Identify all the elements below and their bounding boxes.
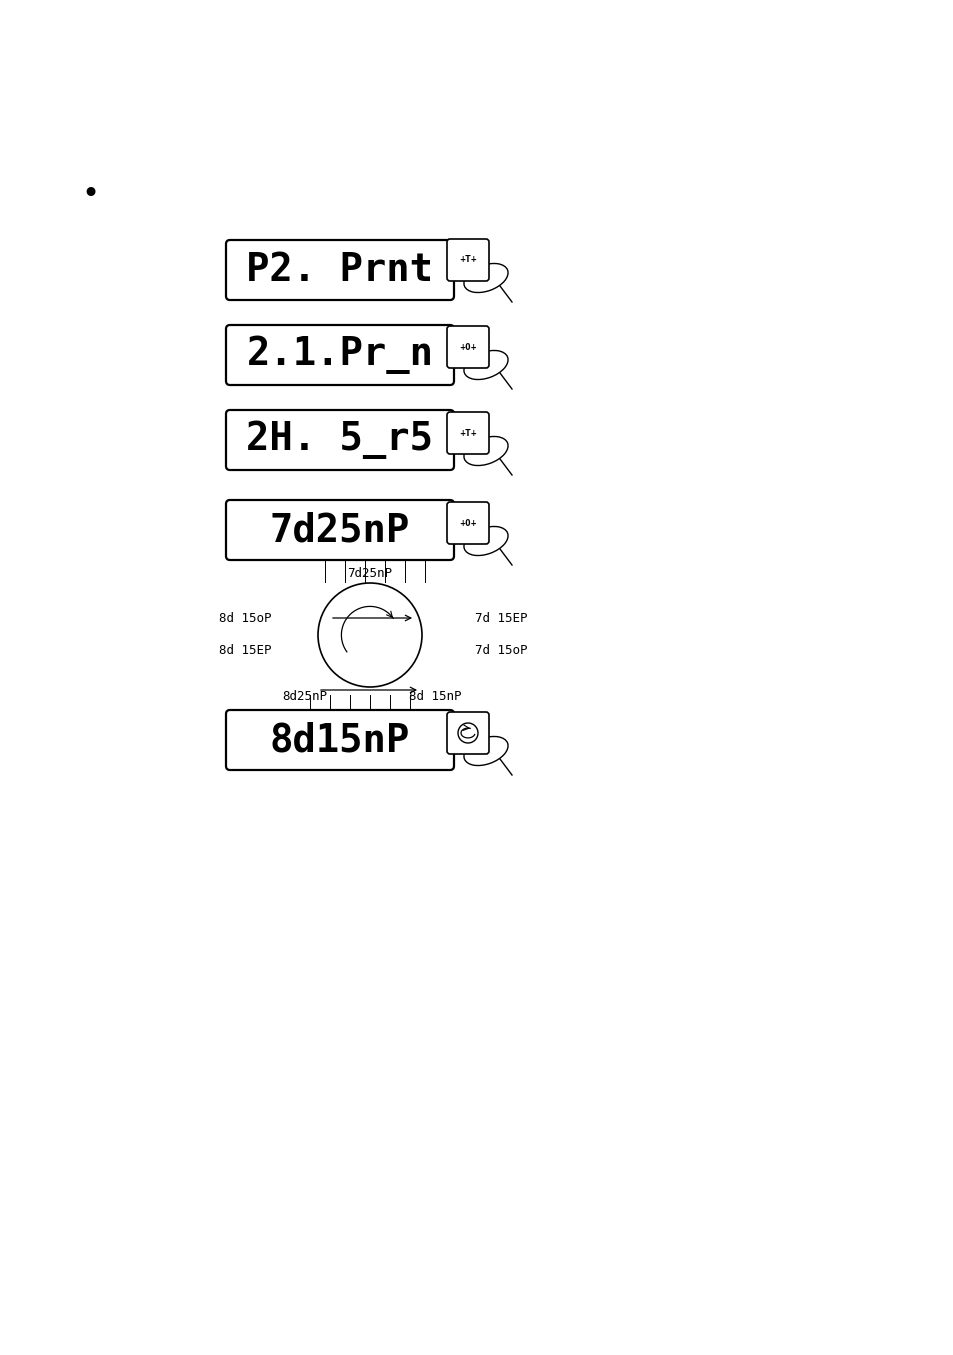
Ellipse shape xyxy=(463,527,508,556)
Text: 7d 15EP: 7d 15EP xyxy=(475,611,527,625)
Text: 2H. 5_r5: 2H. 5_r5 xyxy=(246,421,433,459)
FancyBboxPatch shape xyxy=(447,501,489,543)
FancyBboxPatch shape xyxy=(447,412,489,454)
Text: 8d 15oP: 8d 15oP xyxy=(219,611,272,625)
Text: +T+: +T+ xyxy=(458,428,476,438)
Text: +0+: +0+ xyxy=(458,519,476,527)
FancyBboxPatch shape xyxy=(226,325,454,385)
FancyBboxPatch shape xyxy=(226,240,454,299)
FancyBboxPatch shape xyxy=(447,238,489,280)
Ellipse shape xyxy=(463,436,508,466)
Text: 8d15nP: 8d15nP xyxy=(270,721,410,759)
FancyBboxPatch shape xyxy=(226,710,454,770)
Text: +0+: +0+ xyxy=(458,343,476,351)
Circle shape xyxy=(317,583,421,687)
FancyBboxPatch shape xyxy=(447,327,489,369)
FancyBboxPatch shape xyxy=(447,711,489,753)
Text: 2.1.Pr_n: 2.1.Pr_n xyxy=(246,336,433,374)
Text: 7d25nP: 7d25nP xyxy=(270,511,410,549)
Text: •: • xyxy=(81,180,99,210)
Text: +T+: +T+ xyxy=(458,256,476,264)
Text: 8d 15nP: 8d 15nP xyxy=(408,690,460,703)
Text: 8d 15EP: 8d 15EP xyxy=(219,644,272,657)
Text: 7d 15oP: 7d 15oP xyxy=(475,644,527,657)
Text: 7d25nP: 7d25nP xyxy=(347,566,392,580)
Ellipse shape xyxy=(463,351,508,379)
Text: P2. Prnt: P2. Prnt xyxy=(246,251,433,289)
Text: 8d25nP: 8d25nP xyxy=(282,690,327,703)
Ellipse shape xyxy=(463,263,508,293)
FancyBboxPatch shape xyxy=(226,411,454,470)
Ellipse shape xyxy=(463,737,508,766)
Circle shape xyxy=(457,724,477,743)
FancyBboxPatch shape xyxy=(226,500,454,560)
